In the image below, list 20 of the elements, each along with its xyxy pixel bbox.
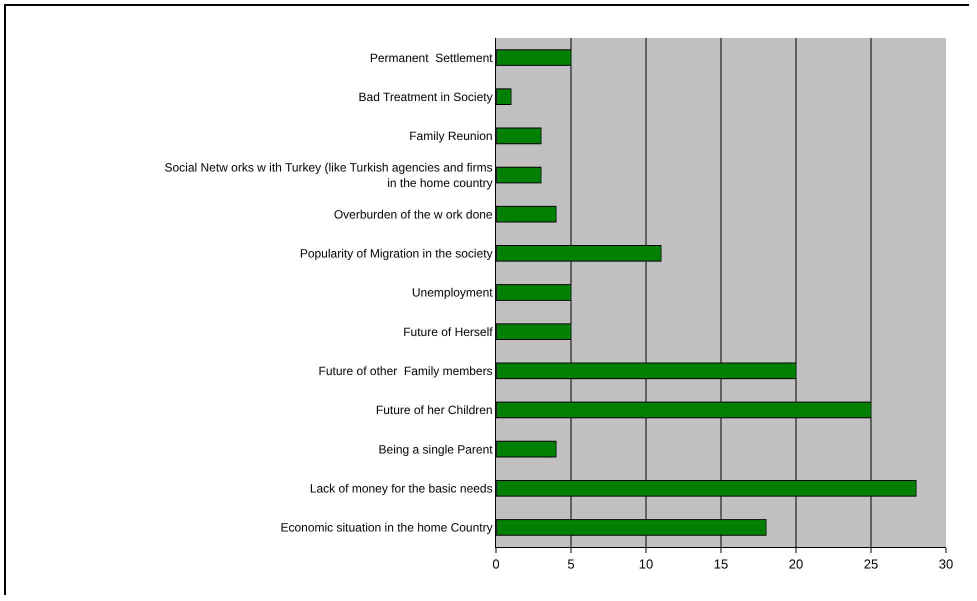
x-tick-label: 10 bbox=[638, 556, 654, 572]
y-tick-label: Future of other Family members bbox=[318, 364, 493, 378]
x-tick-label: 15 bbox=[714, 556, 728, 572]
y-tick-label: Family Reunion bbox=[409, 129, 493, 144]
x-tick-label: 0 bbox=[492, 556, 500, 572]
y-tick-label: Permanent Settlement bbox=[370, 50, 494, 65]
y-tick-label: Popularity of Migration in the society bbox=[300, 246, 493, 261]
y-tick-label: Future of her Children bbox=[376, 403, 493, 418]
y-tick-label: Future of Herself bbox=[403, 324, 494, 339]
y-tick-label: Overburden of the w ork done bbox=[334, 207, 493, 222]
x-tick-label: 5 bbox=[567, 556, 575, 572]
y-tick-label: Bad Treatment in Society bbox=[358, 90, 493, 104]
x-tick-label: 25 bbox=[864, 556, 878, 572]
y-tick-label: Economic situation in the home Country bbox=[280, 520, 493, 535]
y-tick-label: Social Netw orks w ith Turkey (like Turkish agencies and firms in the home country bbox=[164, 160, 493, 190]
y-tick-label: Being a single Parent bbox=[378, 442, 494, 456]
x-tick-label: 30 bbox=[938, 556, 954, 572]
x-tick-label: 20 bbox=[788, 556, 804, 572]
y-tick-label: Unemployment bbox=[412, 286, 494, 300]
y-tick-label: Lack of money for the basic needs bbox=[310, 481, 493, 496]
